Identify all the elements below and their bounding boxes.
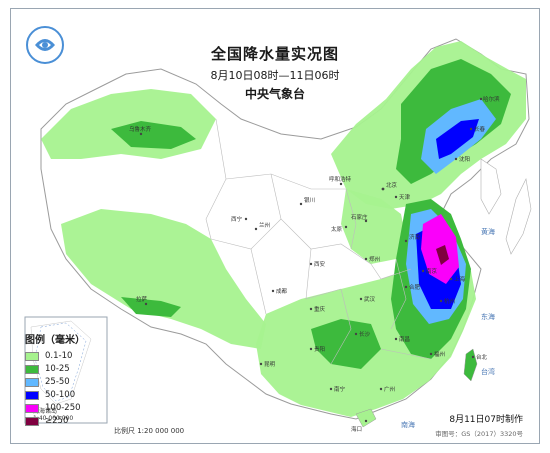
legend-swatch (25, 351, 39, 361)
city-label-shanghai: 上海 (454, 275, 466, 283)
sea-label-south-china: 南海 (401, 420, 415, 429)
city-label-xian: 西安 (314, 260, 326, 268)
rain-zone-light-tibet (61, 209, 266, 349)
city-label-taiyuan: 太原 (331, 225, 343, 233)
city-label-chongqing: 重庆 (314, 305, 326, 313)
legend-label: 10-25 (45, 364, 70, 374)
map-scale: 比例尺 1:20 000 000 (114, 427, 185, 435)
legend-row: 50-100 (25, 389, 103, 401)
city-label-nanning: 南宁 (334, 385, 346, 393)
city-label-shijiazhuang: 石家庄 (351, 213, 368, 221)
city-label-guiyang: 贵阳 (314, 345, 325, 353)
legend-row: 0.1-10 (25, 350, 103, 362)
city-label-changsha: 长沙 (359, 330, 371, 338)
map-period: 8月10日08时—11日06时 (210, 69, 340, 82)
city-label-changchun: 长春 (474, 125, 486, 133)
legend-swatch (25, 390, 39, 400)
city-label-kunming: 昆明 (264, 361, 276, 368)
legend-swatch (25, 416, 39, 426)
inset-title: 南海诸岛 (33, 407, 57, 415)
legend-row: 10-25 (25, 363, 103, 375)
legend-row: ≥250 (25, 415, 103, 427)
legend-label: ≥250 (45, 416, 69, 426)
map-title: 全国降水量实况图 (210, 45, 339, 63)
city-label-tianjin: 天津 (399, 194, 411, 201)
city-label-nanchang: 南昌 (399, 335, 410, 343)
city-label-zhengzhou: 郑州 (369, 255, 380, 263)
city-label-yinchuan: 银川 (304, 196, 315, 204)
city-labels: 北京 天津 石家庄 太原 济南 郑州 西安 兰州 西宁 银川 成都 重庆 武汉 … (129, 95, 500, 433)
rain-zone-moderate-south (311, 319, 381, 369)
city-markers (139, 97, 483, 423)
city-label-lhasa: 拉萨 (136, 295, 148, 303)
city-label-hefei: 合肥 (409, 283, 421, 291)
legend-title: 图例（毫米） (25, 335, 85, 346)
legend-swatch (25, 364, 39, 374)
legend: 图例（毫米） 0.1-10 10-25 25-50 50-100 100-250… (25, 331, 103, 428)
sea-label-yellow: 黄海 (481, 227, 495, 236)
rain-zone-moderate-southwest (121, 297, 181, 317)
city-label-beijing: 北京 (386, 181, 398, 189)
city-label-urumqi: 乌鲁木齐 (129, 125, 152, 133)
city-label-chengdu: 成都 (276, 287, 288, 295)
legend-swatch (25, 377, 39, 387)
precipitation-map: 北京 天津 石家庄 太原 济南 郑州 西安 兰州 西宁 银川 成都 重庆 武汉 … (24, 38, 532, 433)
japan-islands (505, 178, 532, 255)
legend-label: 100-250 (45, 403, 81, 413)
legend-row: 100-250 (25, 402, 103, 414)
korea-peninsula (480, 158, 502, 215)
city-label-wuhan: 武汉 (364, 295, 376, 303)
rain-zone-light-north (341, 189, 406, 264)
footer: 8月11日07时制作 审图号：GS（2017）3320号 (435, 412, 523, 438)
city-label-taipei: 台北 (476, 353, 488, 361)
footer-made-time: 8月11日07时制作 (449, 415, 523, 425)
city-label-fuzhou: 福州 (434, 350, 445, 358)
city-label-harbin: 哈尔滨 (483, 95, 500, 103)
legend-row: 25-50 (25, 376, 103, 388)
city-label-hangzhou: 杭州 (444, 297, 455, 305)
province-borders (205, 118, 432, 365)
legend-label: 25-50 (45, 377, 70, 387)
map-frame: 北京 天津 石家庄 太原 济南 郑州 西安 兰州 西宁 银川 成都 重庆 武汉 … (10, 8, 540, 444)
city-label-guangzhou: 广州 (384, 385, 395, 393)
city-label-hohhot: 呼和浩特 (329, 175, 352, 183)
city-label-nanjing: 南京 (426, 267, 438, 275)
city-label-shenyang: 沈阳 (459, 155, 470, 163)
hainan-island (355, 408, 377, 428)
city-label-xining: 西宁 (231, 215, 243, 223)
legend-swatch (25, 403, 39, 413)
legend-label: 0.1-10 (45, 351, 73, 361)
rain-zone-storm-northeast (436, 119, 479, 159)
city-label-jinan: 济南 (409, 233, 421, 241)
sea-label-east-china: 东海 (481, 312, 495, 321)
city-label-haikou: 海口 (351, 425, 362, 433)
taiwan-island (463, 348, 478, 382)
rain-zone-extreme-east (436, 245, 449, 265)
rain-zone-moderate-northwest (111, 121, 196, 149)
map-agency: 中央气象台 (244, 87, 305, 101)
sea-label-taiwan: 台湾 (481, 367, 495, 376)
footer-review-number: 审图号：GS（2017）3320号 (435, 430, 523, 438)
legend-label: 50-100 (45, 390, 76, 400)
inset-scale: 1:40 000 000 (33, 415, 73, 422)
city-label-lanzhou: 兰州 (259, 221, 270, 229)
cma-logo (25, 25, 65, 69)
